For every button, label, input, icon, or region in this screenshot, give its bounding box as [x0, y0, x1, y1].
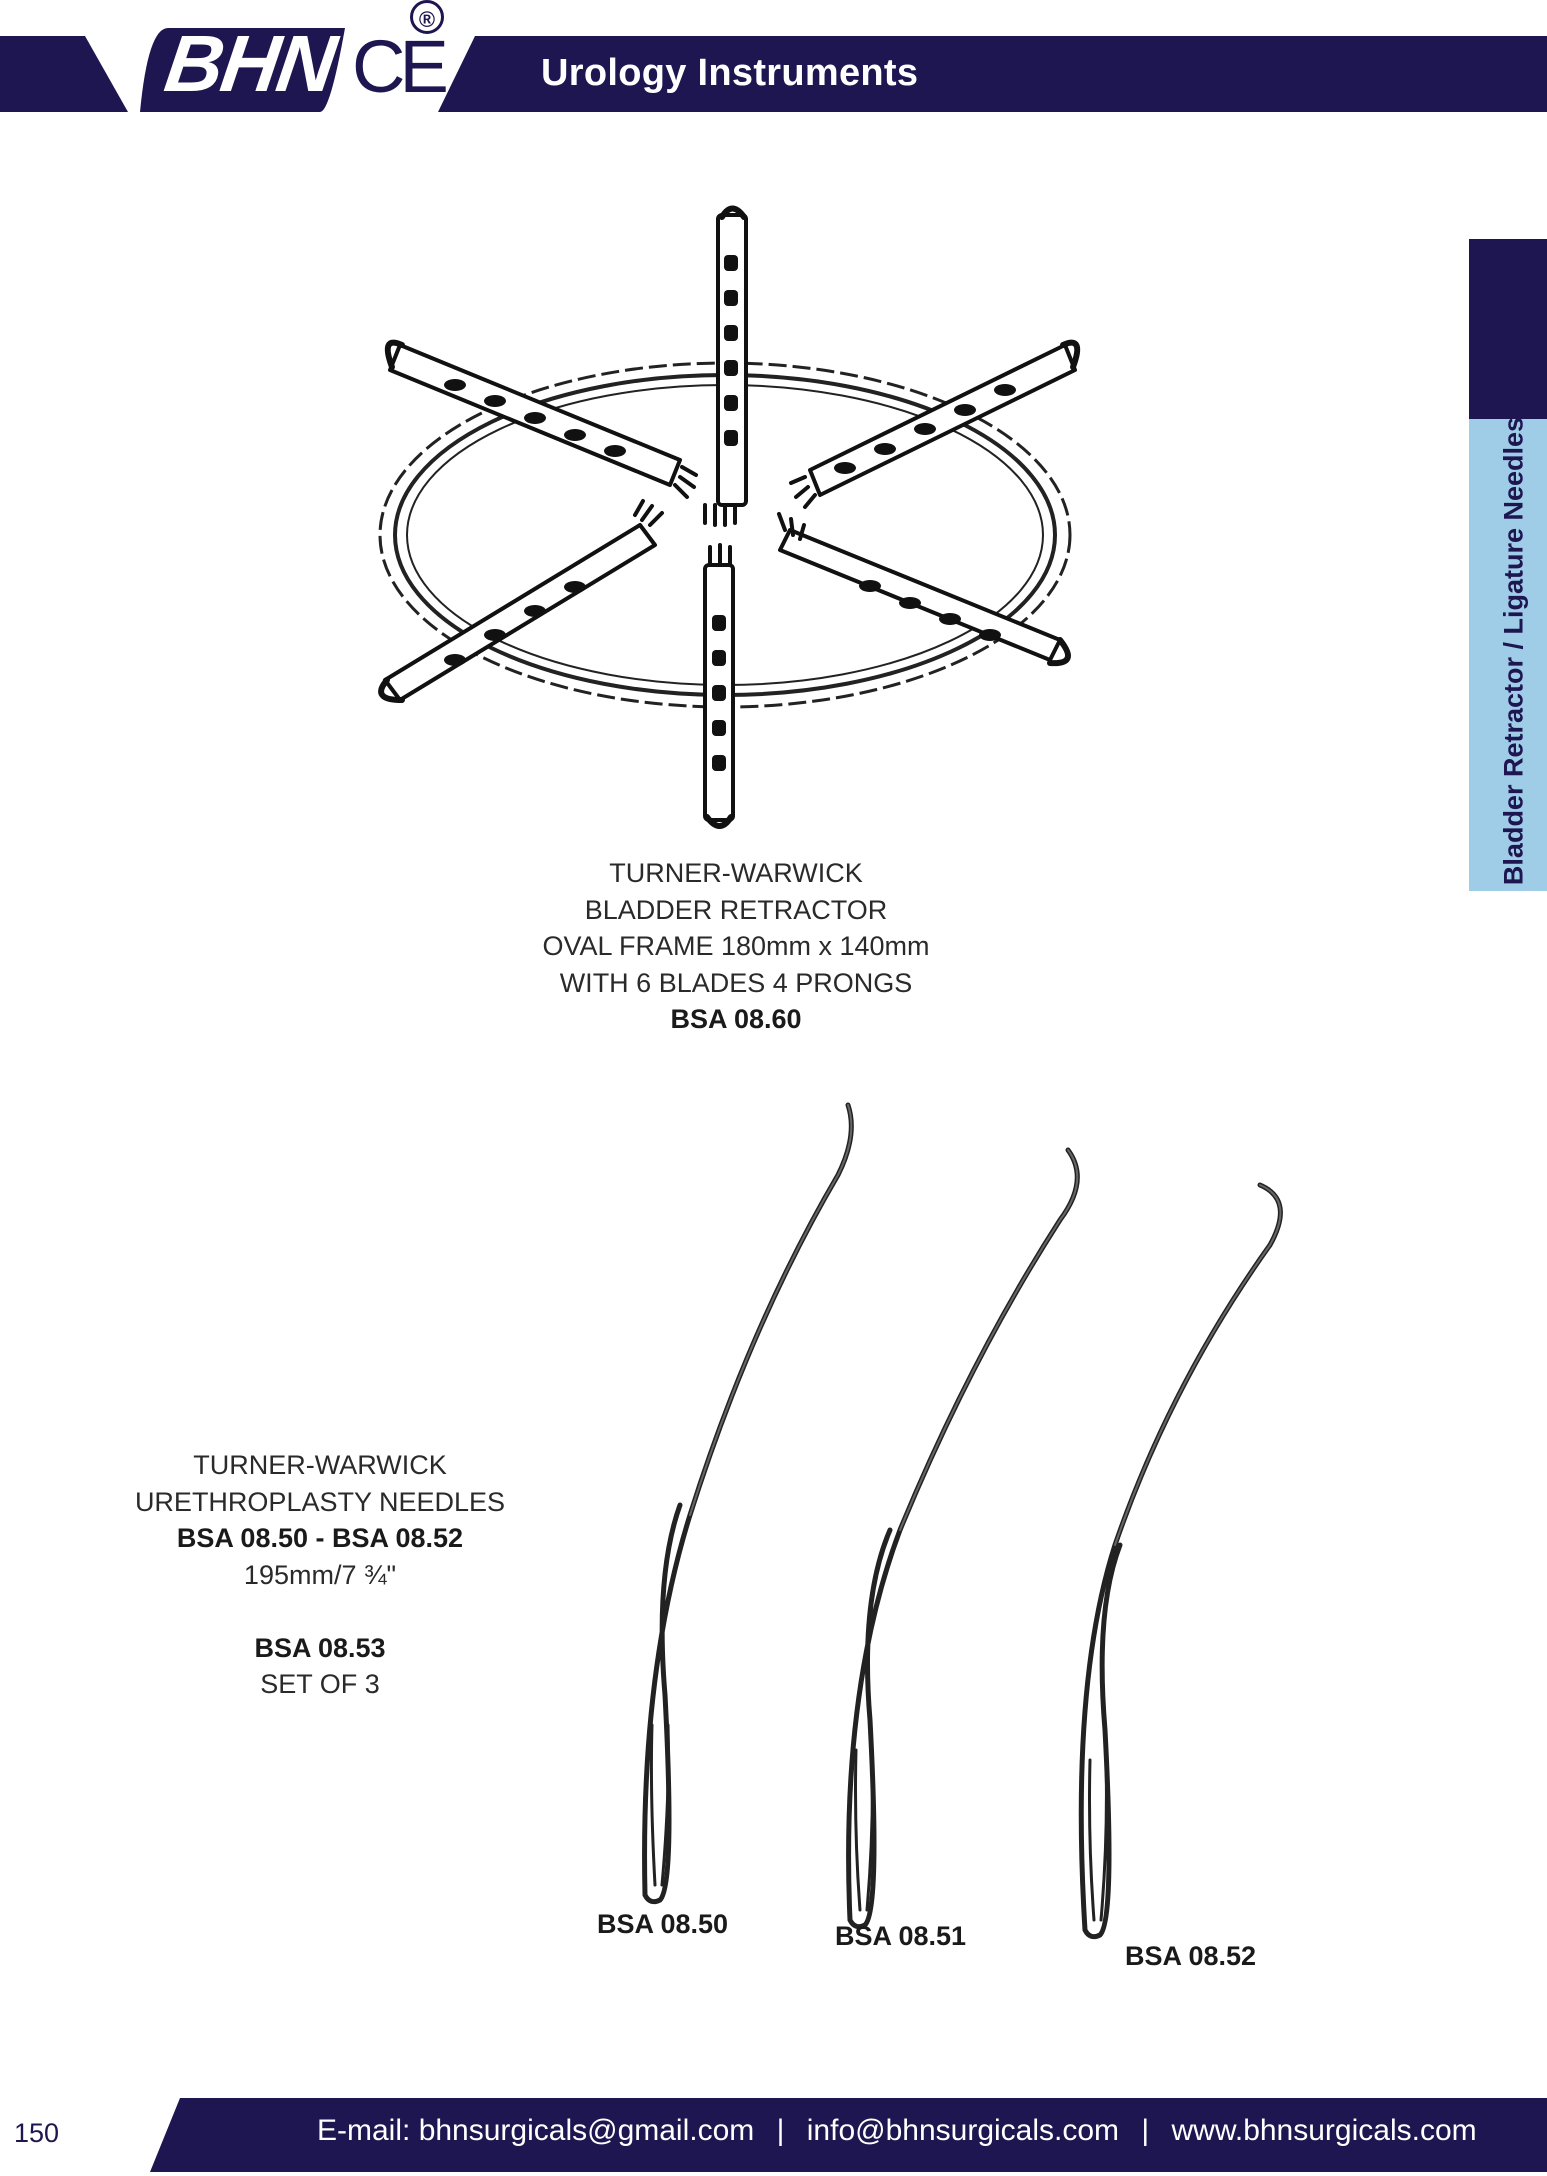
urethroplasty-needles-image	[642, 1102, 1283, 1940]
needle-code-3: BSA 08.52	[1125, 1941, 1257, 1971]
side-tab-light	[1469, 419, 1547, 891]
needles-caption: TURNER-WARWICK URETHROPLASTY NEEDLES BSA…	[120, 1447, 520, 1703]
email-label: E-mail:	[317, 2114, 411, 2147]
page-number: 150	[14, 2118, 60, 2148]
needles-caption-line: TURNER-WARWICK	[193, 1450, 447, 1480]
needle-bsa-08-52	[1078, 1182, 1283, 1940]
retractor-caption: TURNER-WARWICK BLADDER RETRACTOR OVAL FR…	[536, 855, 936, 1038]
email-link-1[interactable]: bhnsurgicals@gmail.com	[418, 2114, 755, 2147]
retractor-caption-line: TURNER-WARWICK	[609, 858, 863, 888]
needles-set-code: BSA 08.53	[254, 1632, 386, 1663]
page-title: Urology Instruments	[541, 52, 919, 94]
retractor-caption-line: OVAL FRAME 180mm x 140mm	[542, 931, 930, 961]
separator: |	[1141, 2114, 1150, 2147]
footer-contact: E-mail: bhnsurgicals@gmail.com | info@bh…	[317, 2114, 1477, 2148]
bladder-retractor-image	[378, 205, 1081, 829]
retractor-caption-line: WITH 6 BLADES 4 PRONGS	[559, 967, 913, 998]
separator: |	[776, 2114, 785, 2147]
side-tab-dark	[1469, 239, 1547, 419]
footer-bar	[0, 2098, 1547, 2176]
website-link[interactable]: www.bhnsurgicals.com	[1171, 2114, 1477, 2147]
email-link-2[interactable]: info@bhnsurgicals.com	[806, 2114, 1120, 2147]
registered-mark: ®	[410, 0, 444, 34]
needle-code-1: BSA 08.50	[597, 1909, 729, 1939]
ce-mark: CE	[352, 25, 449, 108]
needle-code-2: BSA 08.51	[835, 1921, 967, 1951]
needles-set-label: SET OF 3	[260, 1669, 380, 1699]
retractor-code: BSA 08.60	[670, 1004, 802, 1034]
brand-logo: BHN	[159, 19, 340, 108]
needles-code-range: BSA 08.50 - BSA 08.52	[176, 1523, 464, 1553]
retractor-caption-line: BLADDER RETRACTOR	[584, 894, 888, 925]
needle-bsa-08-51	[846, 1147, 1080, 1930]
needles-size: 195mm/7 ¾"	[243, 1559, 397, 1590]
needles-caption-line: URETHROPLASTY NEEDLES	[134, 1486, 506, 1517]
side-tab-label: Bladder Retractor / Ligature Needles	[1498, 416, 1529, 886]
header-bar	[0, 28, 1547, 112]
logo-badge	[140, 28, 345, 112]
needle-bsa-08-50	[642, 1102, 854, 1905]
